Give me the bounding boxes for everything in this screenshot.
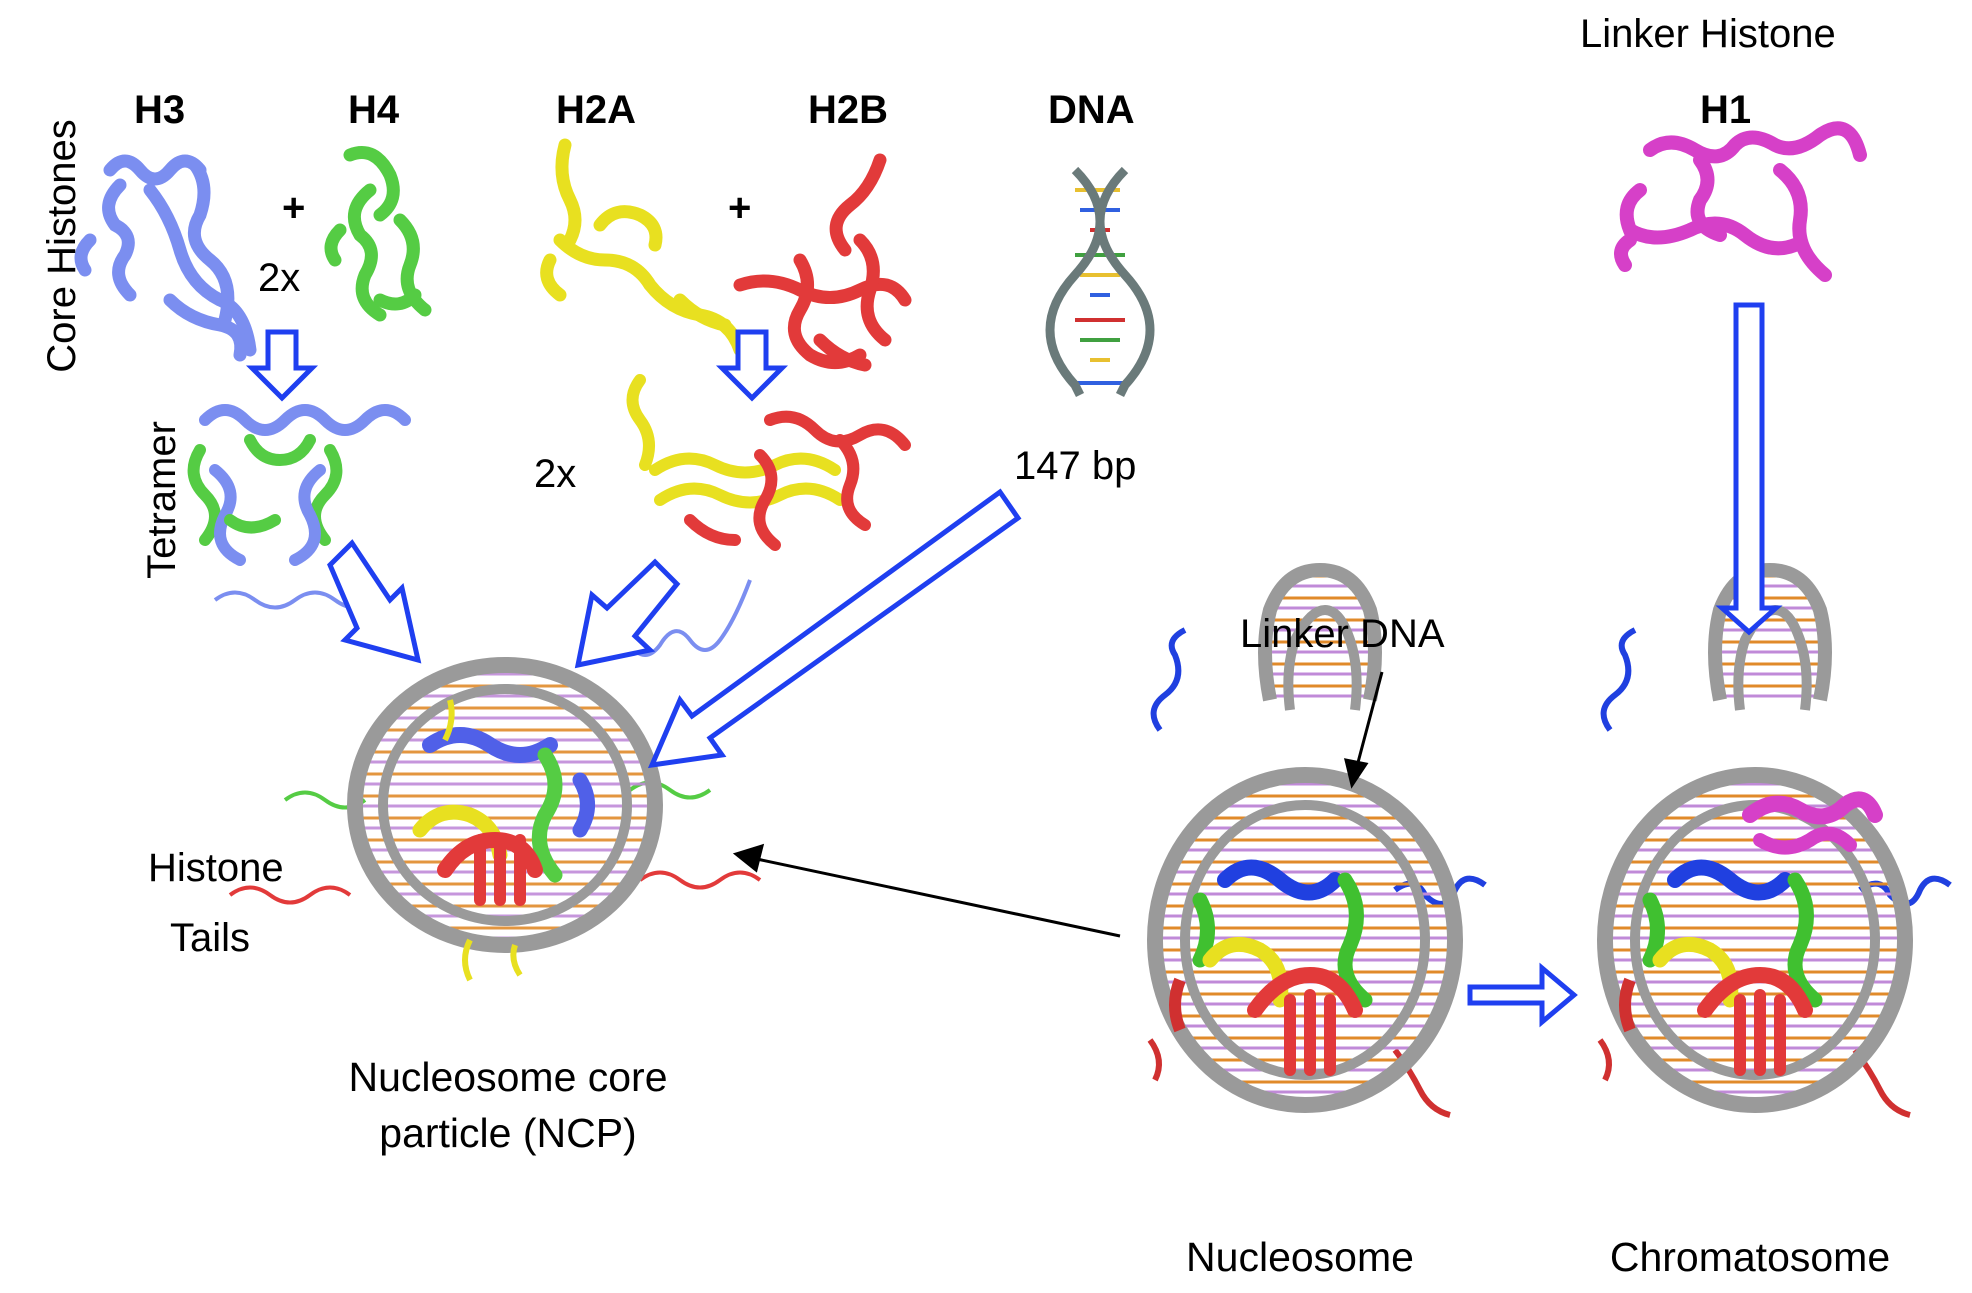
label-histone-tails-line1: Histone [148,846,284,890]
label-147-bp: 147 bp [1014,444,1137,488]
label-histone-tails-line2: Tails [170,916,251,960]
arrow-nucleosome-to-chromatosome [1467,962,1578,1028]
arrowhead-nucleosome-to-ncp [732,843,765,873]
label-nucleosome: Nucleosome [1186,1234,1414,1280]
h2a-h2b-dimer-structure [626,374,911,551]
arrow-linker-dna-pointer [1354,671,1384,771]
ncp-structure [213,579,762,982]
arrow-h2a-h2b-to-dimer [715,329,789,402]
label-h2b: H2B [808,88,889,132]
arrow-tetramer-to-ncp [327,539,422,664]
label-2x-dimer: 2x [534,452,577,496]
h4-structure [324,146,432,322]
h1-structure [1614,121,1867,282]
label-chromatosome: Chromatosome [1609,1234,1891,1280]
label-2x-tetramer: 2x [258,256,301,300]
label-linker-dna: Linker DNA [1240,612,1445,656]
label-h2a: H2A [556,88,637,132]
tetramer-structure [187,404,411,566]
label-dna: DNA [1048,88,1135,132]
arrow-nucleosome-to-ncp [751,856,1121,938]
label-ncp-line1: Nucleosome core [348,1054,668,1100]
plus-h2a-h2b: + [728,186,752,230]
nucleosome-structure [1147,562,1487,1118]
label-h4: H4 [348,88,400,132]
label-linker-histone: Linker Histone [1580,12,1836,56]
h2b-structure [733,153,912,372]
arrow-dna-to-ncp [647,488,1022,769]
label-core-histones: Core Histones [40,119,84,373]
arrow-dimer-to-ncp [574,558,681,669]
label-tetramer: Tetramer [140,421,184,579]
label-h3: H3 [134,88,186,132]
plus-h3-h4: + [282,186,306,230]
h2a-structure [540,138,747,357]
chromatosome-structure [1597,562,1952,1118]
arrow-h3h4-to-tetramer [245,329,319,402]
dna-helix-structure [1045,166,1155,398]
arrow-h1-to-chromatosome [1715,302,1783,636]
label-ncp-line2: particle (NCP) [379,1110,637,1156]
label-h1: H1 [1700,88,1752,132]
arrowhead-linker-dna-pointer [1343,758,1369,789]
h3-structure [74,154,257,362]
